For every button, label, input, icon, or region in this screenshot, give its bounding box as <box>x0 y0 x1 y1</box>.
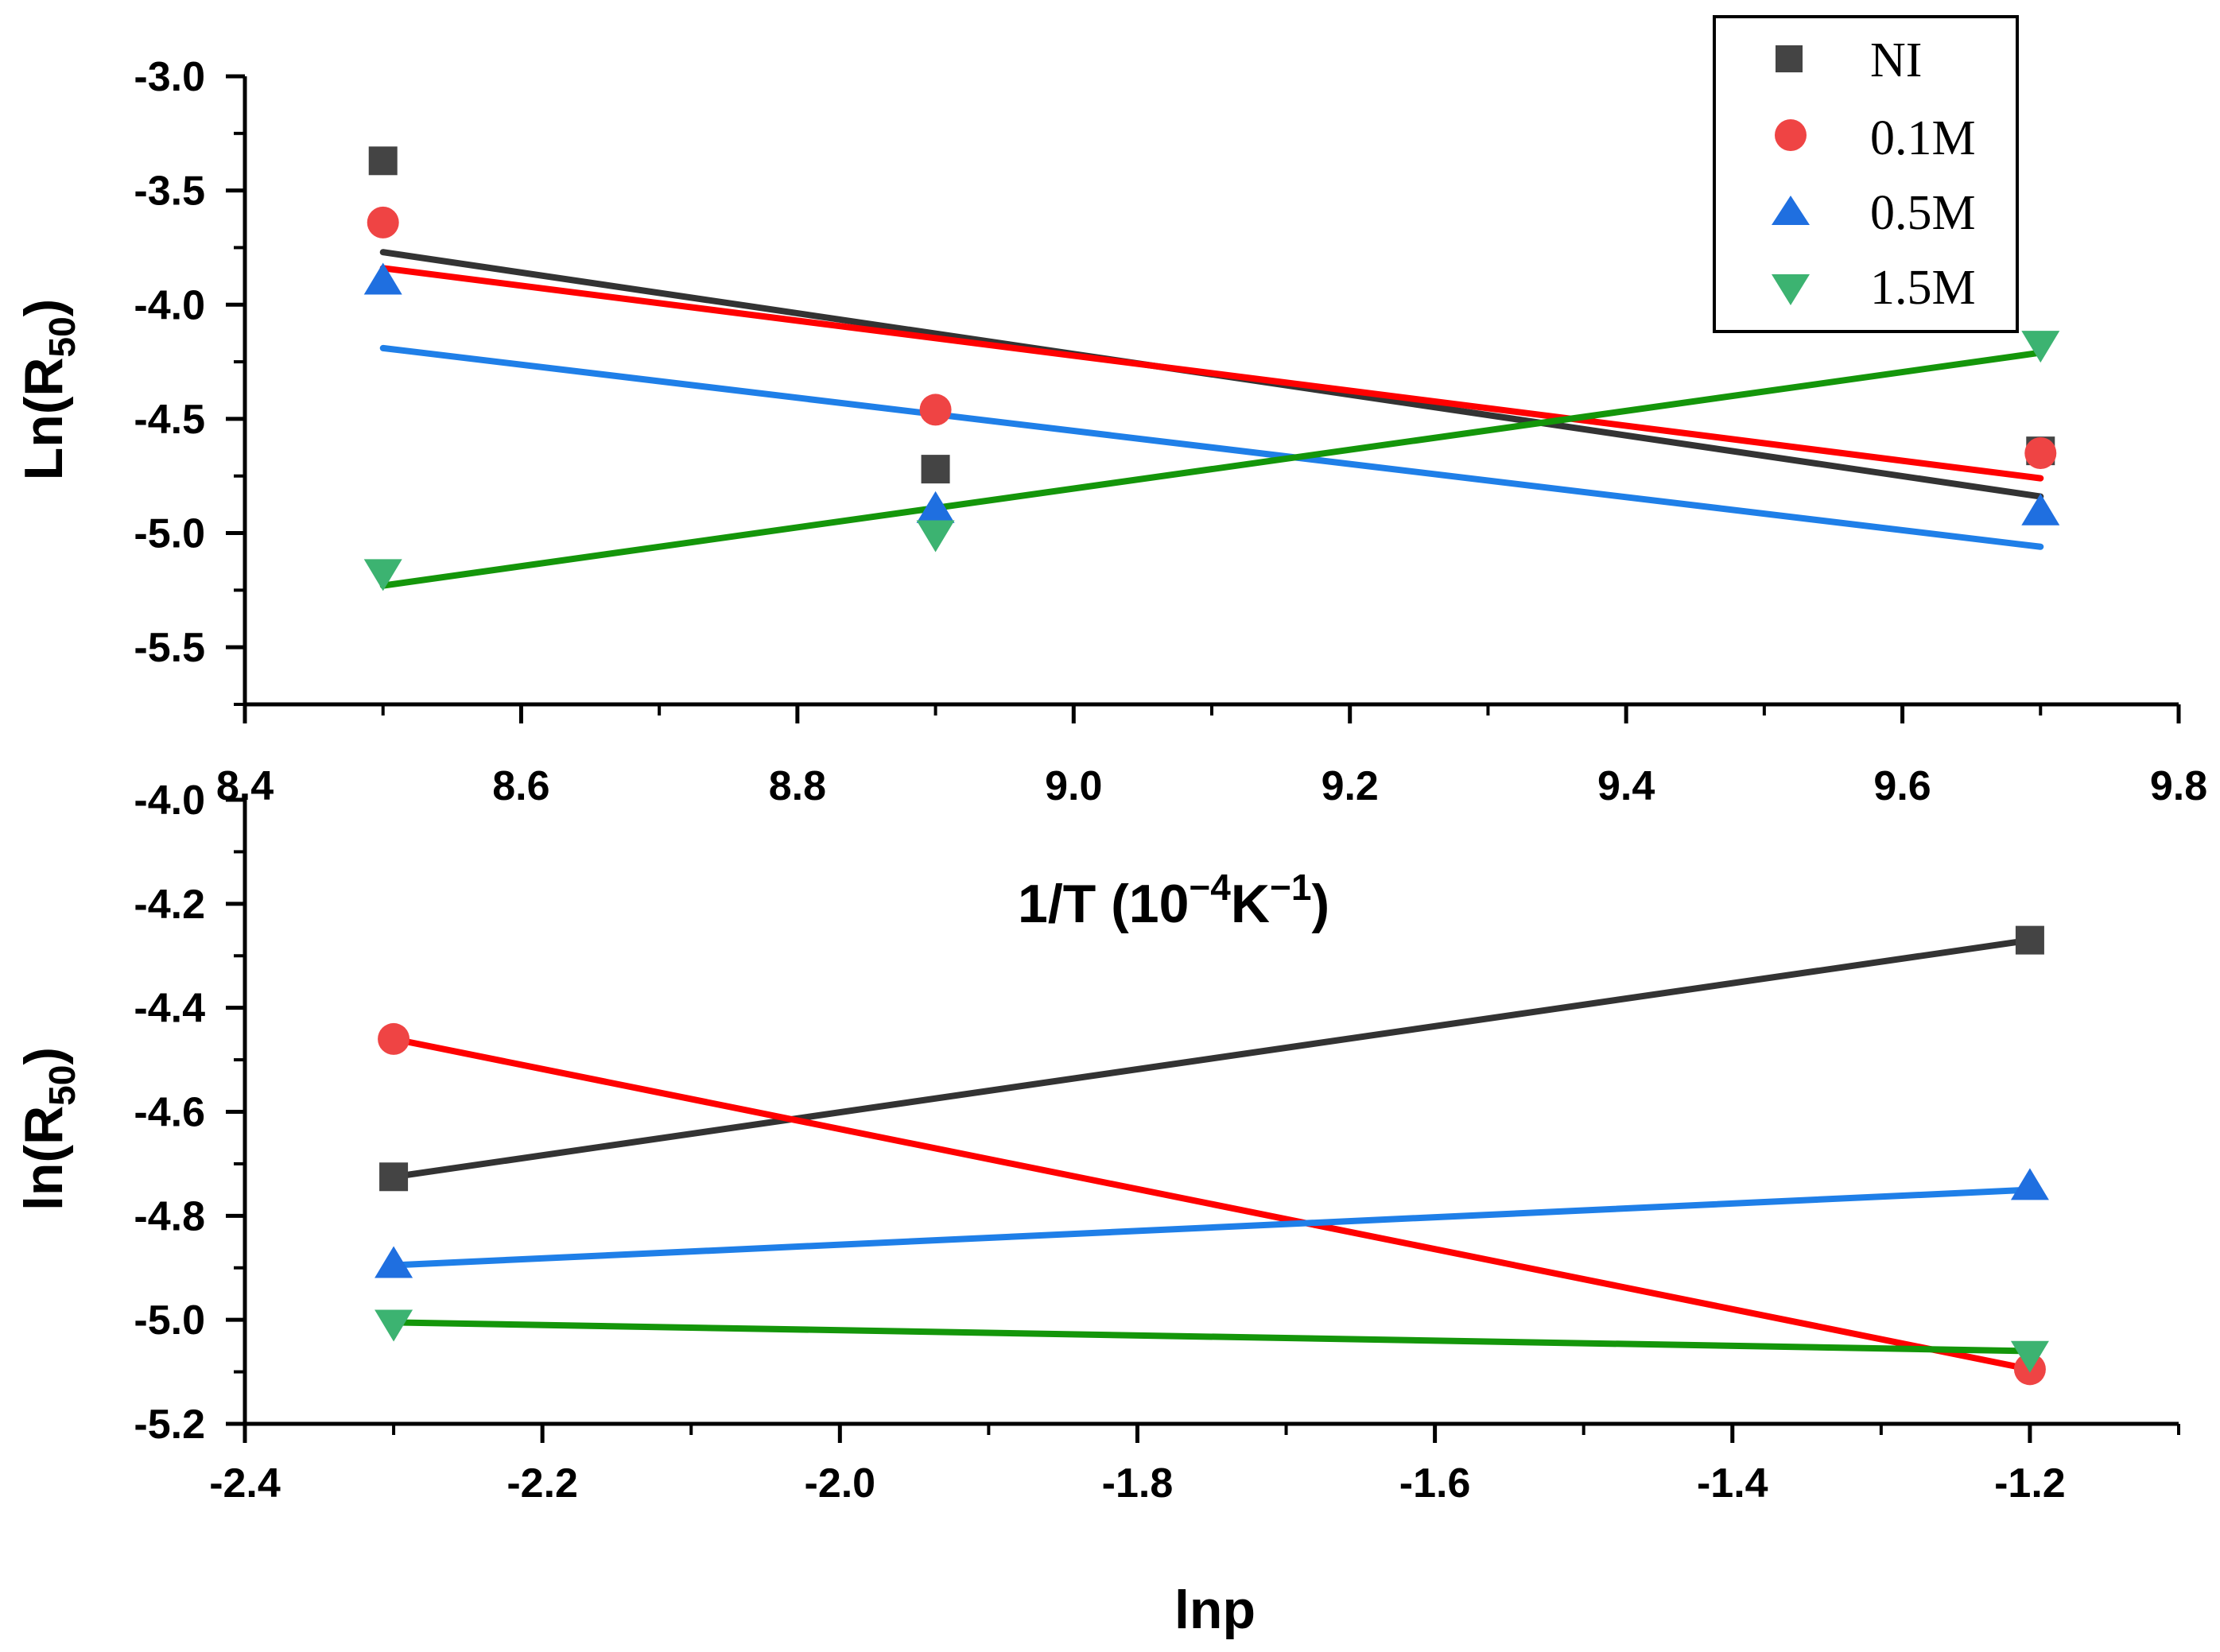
x-tick-label: -1.6 <box>1399 1460 1471 1507</box>
chart-top: 8.4 8.6 8.8 9.0 9.2 9.4 9.6 9.8-3.0-3.5-4.0-4.5… <box>14 15 2207 934</box>
x-tick-label: -2.4 <box>209 1460 281 1507</box>
y-tick-label: -5.0 <box>134 511 205 557</box>
data-point-1-5m <box>916 520 955 553</box>
fit-line-1-5m <box>390 1319 2033 1355</box>
x-tick-label: -1.4 <box>1697 1460 1768 1507</box>
markers-top <box>363 146 2060 591</box>
data-point-0-5m <box>363 262 402 295</box>
x-tick-label: 9.2 <box>1322 763 1379 809</box>
legend-label-ni: NI <box>1870 33 1922 87</box>
x-tick-label: -2.2 <box>506 1460 578 1507</box>
x-tick-label: 9.0 <box>1045 763 1102 809</box>
fit-lines-top <box>379 249 2044 589</box>
x-tick-label: 8.6 <box>492 763 549 809</box>
y-axis-title-bottom: ln(R50) <box>14 1047 83 1211</box>
data-point-0-5m <box>2010 1168 2049 1200</box>
data-point-1-5m <box>2010 1340 2049 1373</box>
fit-line-ni <box>390 937 2033 1181</box>
legend-box <box>1713 15 2019 333</box>
legend-label-0-5m: 0.5M <box>1870 186 1976 240</box>
data-point-0-5m <box>2021 493 2060 525</box>
ticks-top: 8.4 8.6 8.8 9.0 9.2 9.4 9.6 9.8-3.0-3.5-4.0-4.5… <box>134 54 2207 809</box>
y-axis-title-top: Ln(R50) <box>14 299 83 481</box>
data-point-0-5m <box>916 491 955 523</box>
fit-lines-bottom <box>390 937 2033 1373</box>
x-tick-label: -1.2 <box>1994 1460 2066 1507</box>
legend-label-0-1m: 0.1M <box>1870 111 1976 165</box>
data-point-1-5m <box>375 1309 413 1342</box>
x-tick-label: -1.8 <box>1102 1460 1174 1507</box>
y-tick-label: -5.5 <box>134 625 205 671</box>
y-tick-label: -3.5 <box>134 169 205 215</box>
data-point-0-5m <box>375 1246 413 1278</box>
data-point-0-1m <box>367 206 399 238</box>
data-point-0-1m <box>378 1022 410 1055</box>
data-point-1-5m <box>363 559 402 591</box>
legend-marker-1-5m <box>1772 274 1810 305</box>
fit-line-0-1m <box>379 265 2044 482</box>
fit-line-0-5m <box>379 344 2044 550</box>
y-tick-label: -4.0 <box>134 282 205 328</box>
y-tick-label: -4.6 <box>134 1090 205 1136</box>
data-point-ni <box>368 146 398 176</box>
data-point-ni <box>379 1162 409 1192</box>
y-tick-label: -4.0 <box>134 778 205 824</box>
chart-bottom: -2.4 -2.2 -2.0 -1.8 -1.6 -1.4 -1.2 -4.0 -4.2 -4.4… <box>14 778 2180 1640</box>
x-tick-label: 9.4 <box>1597 763 1655 809</box>
x-axis-title-top: 1/T (10−4K−1) <box>1018 867 1329 934</box>
x-tick-label: 8.8 <box>769 763 826 809</box>
fit-line-1-5m <box>379 349 2044 589</box>
x-tick-label: -2.0 <box>805 1460 876 1507</box>
data-point-0-1m <box>919 394 952 426</box>
y-tick-label: -5.0 <box>134 1297 205 1344</box>
y-tick-label: -4.8 <box>134 1193 205 1239</box>
data-point-0-1m <box>2024 437 2057 469</box>
data-point-ni <box>2015 925 2044 955</box>
data-point-1-5m <box>2021 331 2060 363</box>
fit-line-0-1m <box>390 1035 2033 1373</box>
y-tick-label: -3.0 <box>134 54 205 100</box>
legend-label-1-5m: 1.5M <box>1870 261 1976 315</box>
x-tick-label: 9.6 <box>1873 763 1931 809</box>
data-point-ni <box>921 455 950 484</box>
y-tick-label: -4.4 <box>134 986 205 1032</box>
legend: NI 0.1M 0.5M 1.5M <box>1713 15 2019 333</box>
legend-marker-0-5m <box>1772 196 1810 225</box>
ticks-bottom: -2.4 -2.2 -2.0 -1.8 -1.6 -1.4 -1.2 -4.0 -4.2 -4.4… <box>134 778 2180 1507</box>
y-tick-label: -4.2 <box>134 882 205 928</box>
axis-top <box>243 76 2179 707</box>
markers-bottom <box>375 925 2049 1386</box>
legend-marker-0-1m <box>1775 119 1807 151</box>
x-axis-title-bottom: lnp <box>1174 1580 1256 1640</box>
y-tick-label: -5.2 <box>134 1402 205 1448</box>
legend-marker-ni <box>1776 45 1803 72</box>
x-tick-label: 9.8 <box>2150 763 2207 809</box>
fit-line-0-5m <box>390 1186 2033 1269</box>
y-tick-label: -4.5 <box>134 397 205 443</box>
